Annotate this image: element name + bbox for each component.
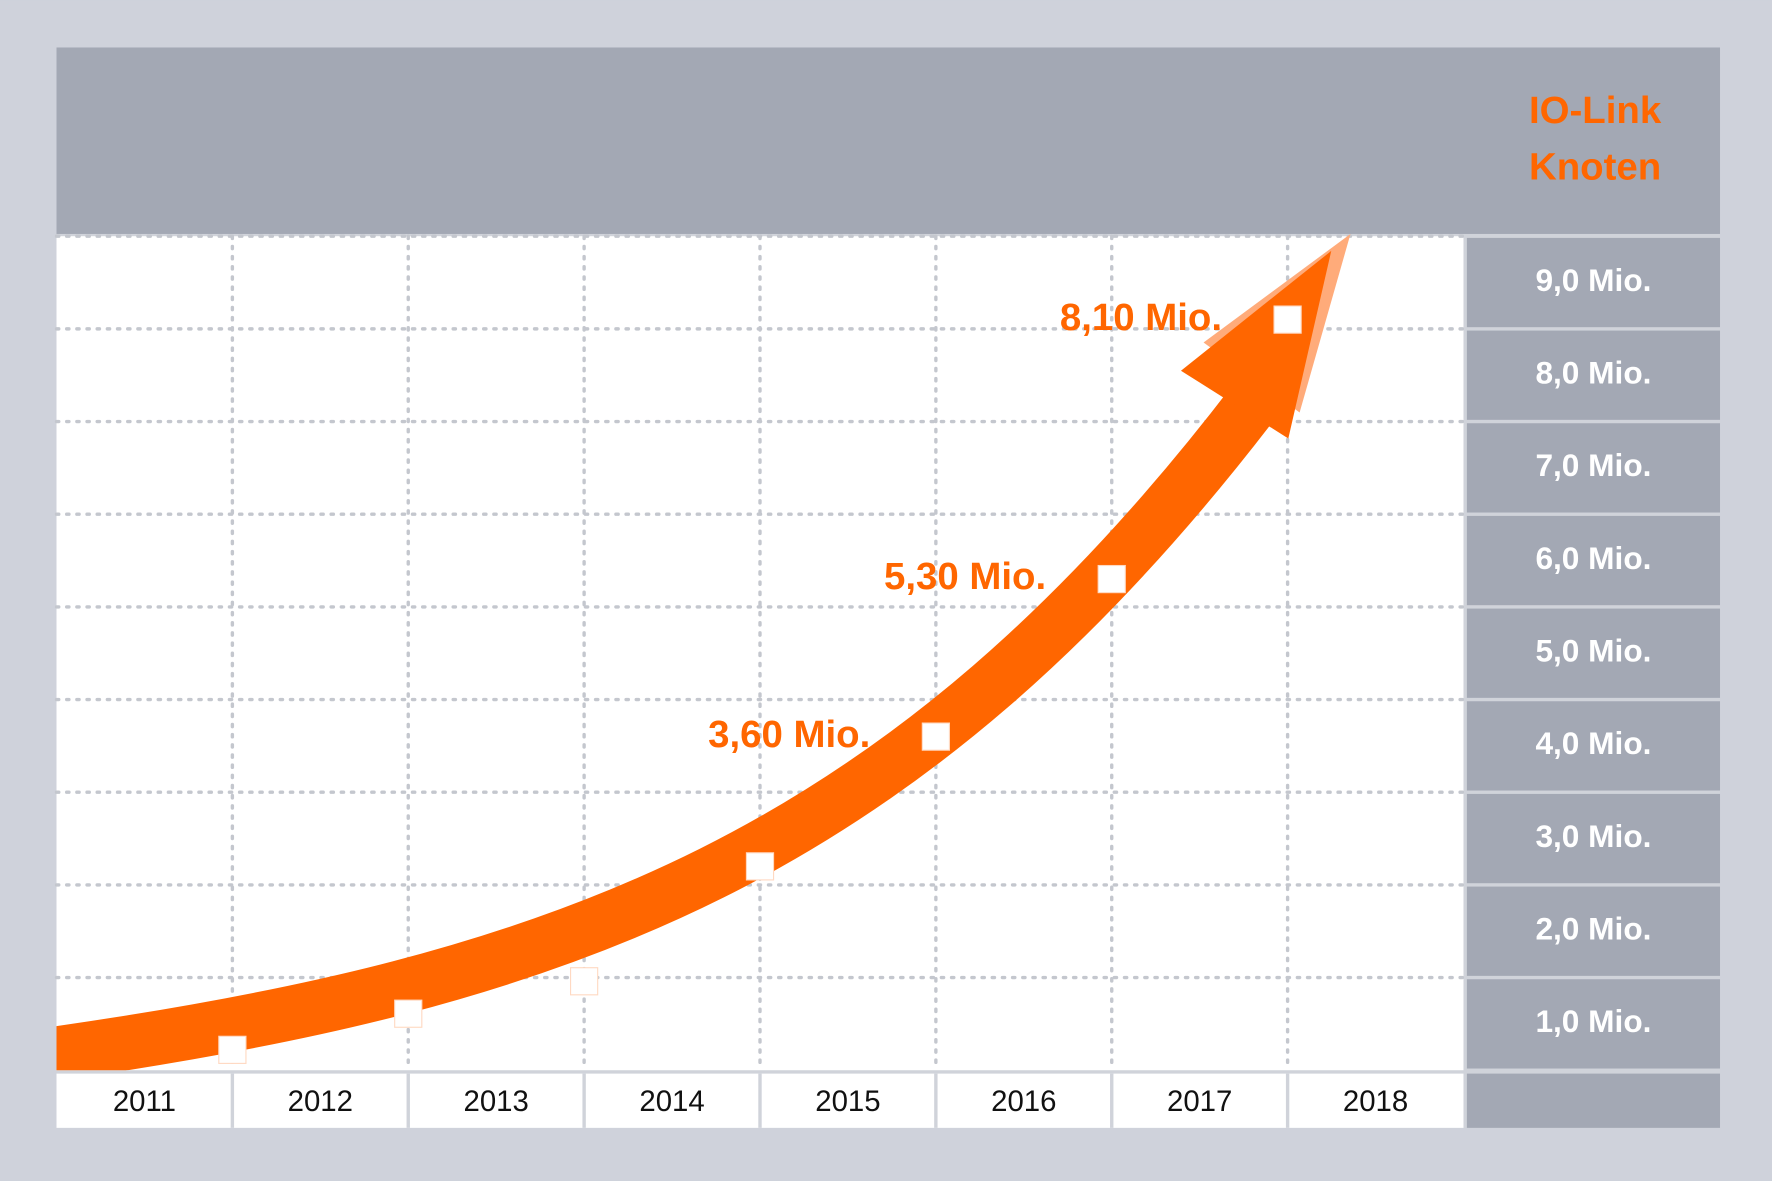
value-label: 8,10 Mio. (1060, 296, 1222, 339)
y-tick-label: 9,0 Mio. (1535, 262, 1651, 298)
value-label: 5,30 Mio. (884, 555, 1046, 598)
marks: 3,60 Mio. 5,30 Mio. 8,10 Mio. (218, 296, 1302, 1064)
y-tick-label: 5,0 Mio. (1535, 633, 1651, 669)
y-tick-cell (1466, 237, 1721, 328)
x-tick-label: 2014 (639, 1085, 704, 1118)
grid (54, 234, 1466, 1072)
y-tick-label: 2,0 Mio. (1535, 911, 1651, 947)
y-tick-label: 8,0 Mio. (1535, 355, 1651, 391)
x-tick-label: 2011 (113, 1085, 176, 1118)
x-tick-label: 2015 (815, 1085, 880, 1118)
x-tick-label: 2013 (464, 1085, 529, 1118)
data-point (218, 1035, 247, 1064)
arrow-body (56, 384, 1276, 1071)
data-point (394, 999, 423, 1028)
chart-title: IO-Link (1529, 89, 1662, 132)
y-tick-cell (1466, 886, 1721, 976)
y-tick-cell (1466, 979, 1721, 1069)
y-tick-cell (1466, 793, 1721, 884)
x-axis-corner (1466, 1073, 1721, 1128)
y-tick-cell (1466, 515, 1721, 606)
y-tick-cell (1466, 701, 1721, 791)
y-tick-label: 4,0 Mio. (1535, 725, 1651, 761)
y-tick-label: 1,0 Mio. (1535, 1003, 1651, 1039)
y-tick-cell (1466, 330, 1721, 420)
x-tick-label: 2012 (288, 1085, 353, 1118)
y-tick-cell (1466, 608, 1721, 698)
data-point (1273, 305, 1302, 334)
data-point (921, 722, 950, 751)
header (56, 47, 1721, 234)
data-point (569, 967, 599, 996)
arrow-head (1180, 250, 1332, 439)
x-tick-label: 2016 (991, 1085, 1056, 1118)
x-tick-label: 2018 (1343, 1085, 1408, 1118)
y-tick-label: 3,0 Mio. (1535, 818, 1651, 854)
x-tick-label: 2017 (1167, 1085, 1232, 1118)
value-label: 3,60 Mio. (708, 713, 870, 756)
y-tick-cell (1466, 423, 1721, 513)
y-tick-label: 7,0 Mio. (1535, 447, 1651, 483)
data-point (745, 852, 775, 881)
data-point (1097, 564, 1126, 594)
y-tick-label: 6,0 Mio. (1535, 540, 1651, 576)
chart-title: Knoten (1529, 146, 1661, 189)
